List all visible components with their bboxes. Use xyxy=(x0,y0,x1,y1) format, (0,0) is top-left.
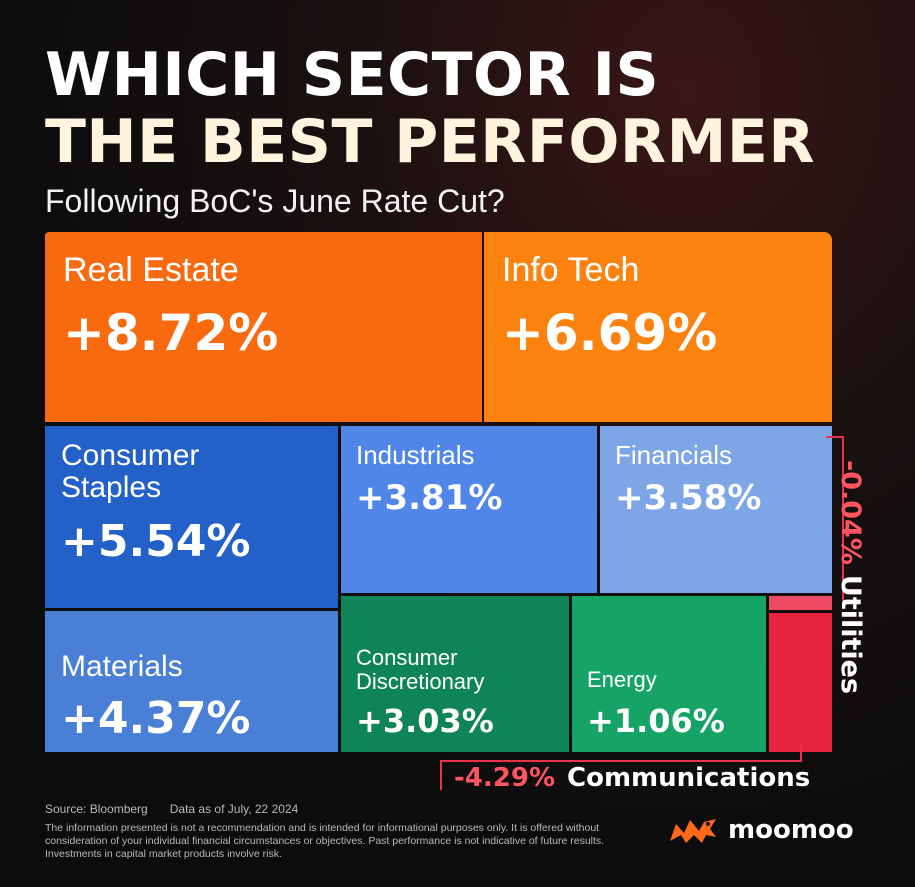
utilities-callout-line-foot xyxy=(826,600,828,602)
footer: Source: Bloomberg Data as of July, 22 202… xyxy=(45,802,645,861)
utilities-callout-line xyxy=(826,436,844,602)
tile-label-materials: Materials xyxy=(61,650,183,683)
tile-value-real-estate: +8.72% xyxy=(63,304,279,362)
tile-communications xyxy=(769,613,832,752)
communications-callout: -4.29% Communications xyxy=(454,763,810,793)
tile-info-tech: Info Tech +6.69% xyxy=(484,232,832,422)
tile-label-financials: Financials xyxy=(615,440,733,470)
communications-callout-tick xyxy=(800,745,802,762)
tile-label-energy: Energy xyxy=(587,667,657,692)
tile-utilities xyxy=(769,596,832,610)
page-title-line-2: THE BEST PERFORMER xyxy=(45,107,816,177)
tile-label-real-estate: Real Estate xyxy=(63,251,239,289)
communications-callout-line-top xyxy=(440,760,802,762)
tile-real-estate: Real Estate +8.72% xyxy=(45,232,482,422)
tile-value-materials: +4.37% xyxy=(61,693,251,744)
tile-consumer-discretionary: Consumer Discretionary +3.03% xyxy=(341,596,569,752)
page-subtitle: Following BoC's June Rate Cut? xyxy=(45,183,505,219)
tile-label-info-tech: Info Tech xyxy=(502,251,640,289)
tile-value-financials: +3.58% xyxy=(615,478,762,518)
tile-consumer-staples: Consumer Staples +5.54% xyxy=(45,426,338,608)
brand-name: moomoo xyxy=(728,815,854,845)
disclaimer-text: The information presented is not a recom… xyxy=(45,822,605,861)
tile-label-industrials: Industrials xyxy=(356,440,475,470)
communications-callout-line xyxy=(440,760,802,790)
utilities-callout-label: Utilities xyxy=(835,574,866,695)
tile-value-energy: +1.06% xyxy=(587,702,725,740)
tile-value-info-tech: +6.69% xyxy=(502,304,718,362)
source-row: Source: Bloomberg Data as of July, 22 202… xyxy=(45,802,645,816)
tile-value-consumer-discretionary: +3.03% xyxy=(356,702,494,740)
tile-value-industrials: +3.81% xyxy=(356,478,503,518)
page-title-line-1: WHICH SECTOR IS xyxy=(45,40,660,110)
utilities-callout: -0.04% Utilities xyxy=(835,460,866,694)
source-text: Source: Bloomberg xyxy=(45,802,148,816)
tile-value-consumer-staples: +5.54% xyxy=(61,516,251,567)
brand-logo: moomoo xyxy=(666,815,854,845)
tile-industrials: Industrials +3.81% xyxy=(341,426,597,593)
tile-label-consumer-discretionary: Consumer Discretionary xyxy=(356,645,485,694)
utilities-callout-value: -0.04% xyxy=(835,460,866,565)
communications-callout-label: Communications xyxy=(567,763,811,793)
tile-materials: Materials +4.37% xyxy=(45,611,338,752)
tile-financials: Financials +3.58% xyxy=(600,426,832,593)
tile-energy: Energy +1.06% xyxy=(572,596,766,752)
tile-label-consumer-staples: Consumer Staples xyxy=(61,439,200,505)
moomoo-bull-logo-icon xyxy=(670,819,716,843)
data-date: Data as of July, 22 2024 xyxy=(169,802,299,816)
communications-callout-value: -4.29% xyxy=(454,763,555,793)
